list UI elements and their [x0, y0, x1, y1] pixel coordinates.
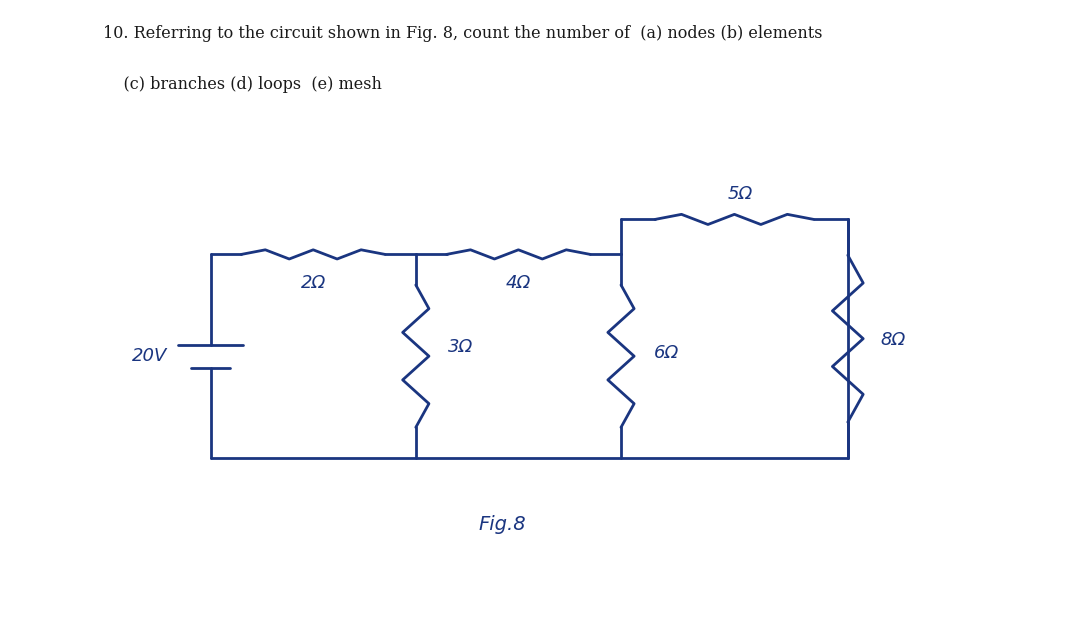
- Text: 5Ω: 5Ω: [727, 185, 753, 203]
- Text: 4Ω: 4Ω: [505, 274, 531, 292]
- Text: 10. Referring to the circuit shown in Fig. 8, count the number of  (a) nodes (b): 10. Referring to the circuit shown in Fi…: [103, 25, 822, 43]
- Text: (c) branches (d) loops  (e) mesh: (c) branches (d) loops (e) mesh: [103, 76, 381, 93]
- Text: 2Ω: 2Ω: [300, 274, 326, 292]
- Text: Fig.8: Fig.8: [478, 515, 526, 534]
- Text: 8Ω: 8Ω: [880, 331, 905, 349]
- Text: 20V: 20V: [132, 347, 167, 365]
- Text: 6Ω: 6Ω: [653, 344, 678, 362]
- Text: 3Ω: 3Ω: [448, 338, 473, 356]
